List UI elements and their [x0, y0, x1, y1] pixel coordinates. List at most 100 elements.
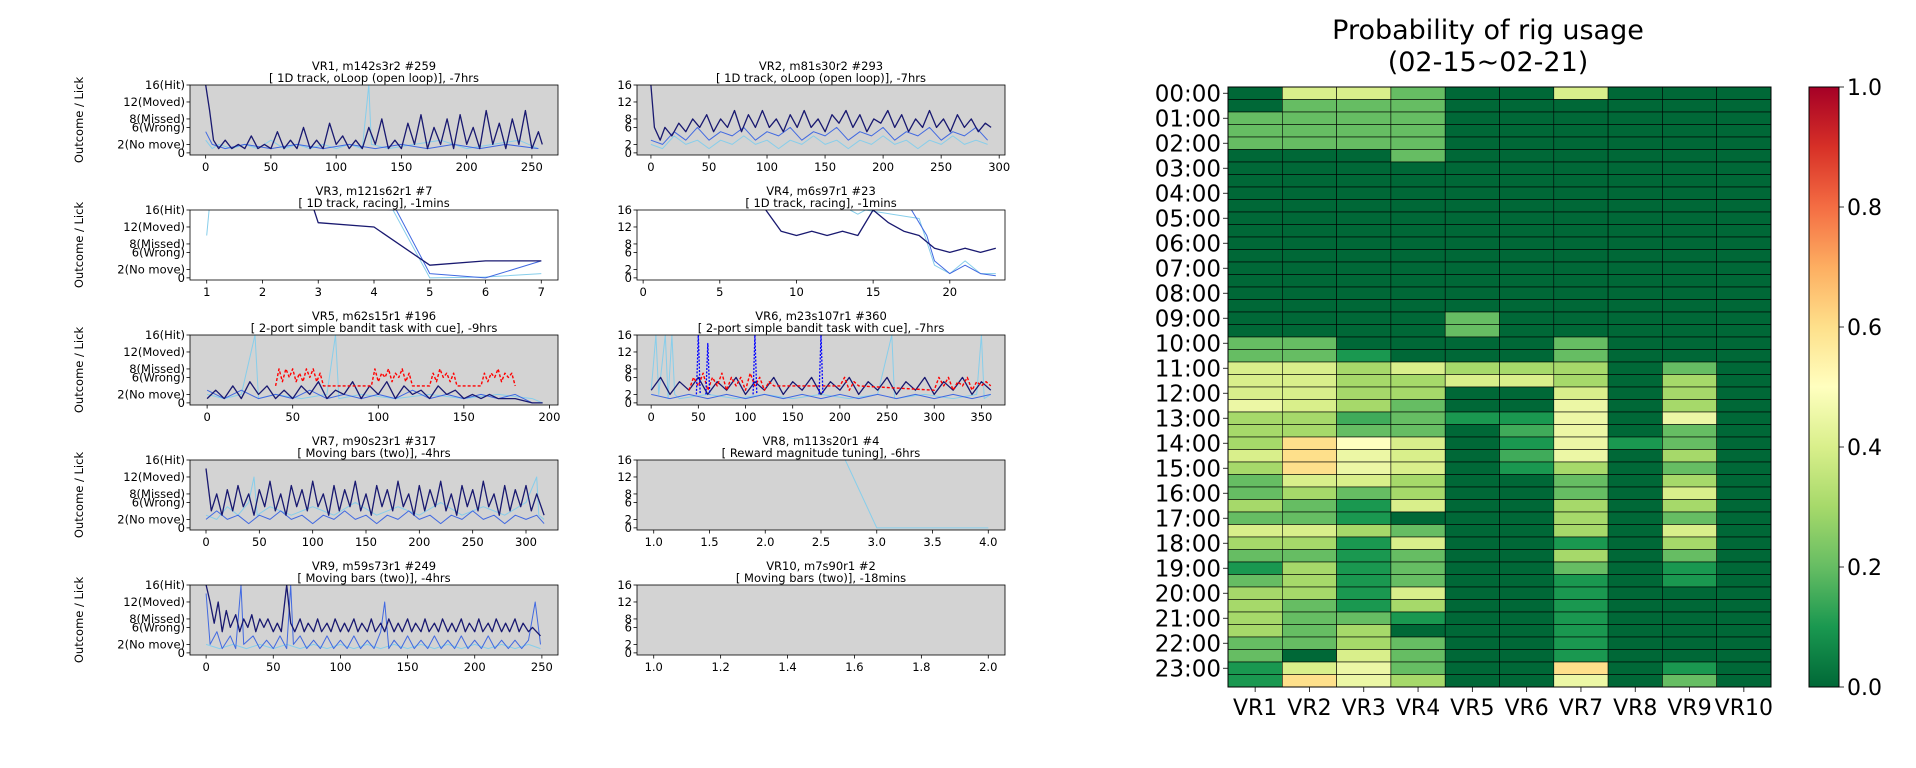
x-tick-label: 1.5 [700, 535, 718, 549]
heatmap-cell [1553, 161, 1609, 175]
y-tick-label: 0 [625, 646, 632, 660]
y-tick-label: 2 [625, 387, 632, 401]
heatmap-cell [1553, 86, 1609, 100]
heatmap-cell [1662, 349, 1718, 363]
heatmap-cell [1282, 574, 1337, 588]
heatmap-cell [1336, 649, 1392, 663]
heatmap-cell [1499, 674, 1555, 688]
heatmap-cell [1607, 424, 1663, 438]
heatmap-cell [1390, 236, 1446, 250]
heatmap-cell [1499, 561, 1555, 575]
heatmap-cell [1336, 586, 1392, 600]
heatmap-cell [1336, 361, 1392, 375]
y-tick-label: 12 [617, 95, 632, 109]
heatmap-cell [1607, 349, 1663, 363]
heatmap-cell [1282, 236, 1337, 250]
heatmap-cell [1716, 211, 1772, 225]
heatmap-cell [1444, 449, 1500, 463]
heatmap-cell [1499, 236, 1555, 250]
heatmap-cell [1444, 274, 1500, 288]
series-group [206, 210, 542, 279]
heatmap-cell [1227, 161, 1283, 175]
heatmap-cell [1444, 236, 1500, 250]
x-tick-label: 100 [735, 410, 757, 424]
heatmap-cell [1499, 261, 1555, 275]
heatmap-cell [1716, 499, 1772, 513]
heatmap-cell [1607, 449, 1663, 463]
heatmap-cell [1336, 161, 1392, 175]
y-tick-label: 12(Moved) [123, 220, 185, 234]
heatmap-cell [1716, 674, 1772, 688]
heatmap-rig-labels: VR1 VR2 VR3 VR4 VR5 VR6 VR7 VR8 VR9 VR10 [1233, 687, 1773, 721]
series-line-navy [205, 468, 545, 516]
heatmap-cell [1227, 286, 1283, 300]
heatmap-cell [1499, 111, 1555, 125]
heatmap-cell [1390, 311, 1446, 325]
colorbar-gradient [1808, 86, 1840, 688]
heatmap-cell [1607, 624, 1663, 638]
hour-label: 16:00 [1155, 481, 1221, 507]
heatmap-cell [1444, 336, 1500, 350]
heatmap-cell [1444, 161, 1500, 175]
hour-label: 18:00 [1155, 531, 1221, 557]
heatmap-cell [1553, 224, 1609, 238]
heatmap-cell [1553, 299, 1609, 313]
y-tick-label: 12 [617, 470, 632, 484]
series-line-sky [206, 210, 542, 279]
heatmap-cell [1390, 261, 1446, 275]
heatmap-cell [1282, 386, 1337, 400]
y-tick-label: 0 [178, 646, 185, 660]
heatmap-cell [1227, 99, 1283, 113]
subplot-vr7: VR7, m90s23r1 #317[ Moving bars (two)], … [72, 434, 559, 549]
heatmap-cell [1282, 149, 1337, 163]
heatmap-cell [1499, 549, 1555, 563]
heatmap-cell [1282, 186, 1337, 200]
heatmap-cell [1607, 136, 1663, 150]
heatmap-cell [1716, 474, 1772, 488]
subplot-grid: VR1, m142s3r2 #259[ 1D track, oLoop (ope… [72, 59, 1010, 674]
heatmap-cell [1716, 561, 1772, 575]
heatmap-cell [1716, 174, 1772, 188]
heatmap-cell [1390, 674, 1446, 688]
heatmap-cell [1227, 474, 1283, 488]
heatmap-cell [1336, 386, 1392, 400]
heatmap-cell [1227, 86, 1283, 100]
y-tick-label: 6(Wrong) [132, 120, 185, 134]
heatmap-cell [1282, 411, 1337, 425]
y-tick-label: 8(Missed) [129, 112, 185, 126]
y-tick-label: 8 [625, 237, 632, 251]
heatmap-cell [1444, 524, 1500, 538]
heatmap-cell [1716, 336, 1772, 350]
heatmap-cell [1336, 274, 1392, 288]
heatmap-cell [1282, 274, 1337, 288]
heatmap-cell [1227, 499, 1283, 513]
heatmap-cell [1390, 411, 1446, 425]
y-tick-label: 16 [617, 203, 632, 217]
heatmap-cell [1662, 186, 1718, 200]
heatmap-cell [1336, 136, 1392, 150]
series-line-navy [205, 585, 541, 637]
y-tick-label: 2 [625, 137, 632, 151]
heatmap-cell [1282, 174, 1337, 188]
x-tick-label: 1.8 [912, 660, 930, 674]
heatmap-cell [1607, 274, 1663, 288]
heatmap-cell [1553, 324, 1609, 338]
heatmap-cell [1716, 86, 1772, 100]
heatmap-cell [1662, 549, 1718, 563]
heatmap-cell [1390, 549, 1446, 563]
heatmap-cell [1607, 486, 1663, 500]
heatmap-cell [1336, 399, 1392, 413]
x-tick-label: 300 [988, 160, 1010, 174]
heatmap-cell [1607, 336, 1663, 350]
y-tick-label: 8(Missed) [129, 362, 185, 376]
heatmap-cell [1444, 374, 1500, 388]
x-tick-label: 100 [302, 535, 324, 549]
series-line-sky [849, 210, 996, 275]
heatmap-cell [1499, 574, 1555, 588]
heatmap-cell [1716, 311, 1772, 325]
subplot-subtitle: [ 1D track, racing], -1mins [298, 196, 449, 210]
x-tick-label: 1.0 [645, 660, 663, 674]
y-tick-label: 8 [625, 362, 632, 376]
heatmap-cell [1390, 561, 1446, 575]
heatmap-cell [1662, 511, 1718, 525]
